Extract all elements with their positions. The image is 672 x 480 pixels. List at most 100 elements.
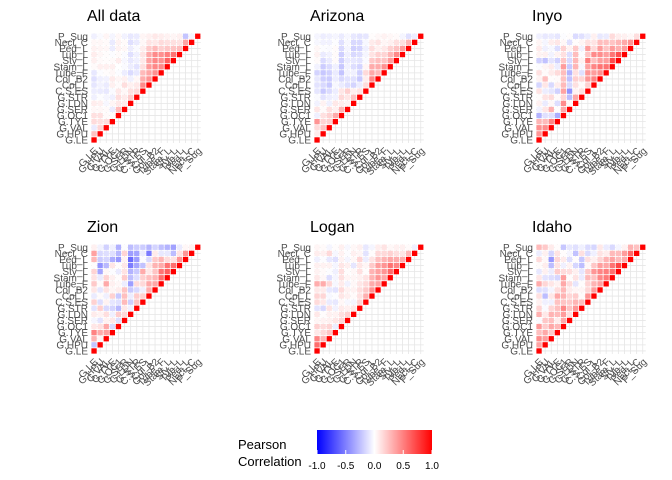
y-tick-label: Tube_F [277,279,311,290]
heatmap-cell [109,82,115,88]
heatmap-cell [548,45,554,52]
heatmap-cell [152,256,158,263]
heatmap-cell [566,275,573,281]
y-tick-label: Col_L [62,81,89,92]
y-tick-label: Stam_L [277,273,312,284]
heatmap-cell [320,299,326,305]
heatmap-cell [399,256,406,263]
heatmap-cell [332,323,338,330]
heatmap-cell [128,76,134,82]
heatmap-cell [134,269,140,275]
heatmap-cell [176,51,183,58]
heatmap-cell [164,39,170,45]
heatmap-cell [326,125,332,131]
heatmap-cell [320,100,326,106]
heatmap-cell [363,281,369,287]
heatmap-cell [548,51,554,58]
heatmap-cell [542,39,548,45]
heatmap-cell [128,281,134,287]
heatmap-cell [554,88,560,94]
heatmap-cell [121,88,128,94]
heatmap-cell [332,82,338,88]
heatmap-cell [314,262,320,269]
heatmap-cell [560,51,567,58]
y-tick-label: Sty_L [507,267,533,278]
heatmap-cell [573,58,579,64]
y-tick-label: Ped_L [504,255,533,266]
y-tick-label: Ped_L [504,44,533,55]
y-tick-label: G.LDN [280,310,311,321]
heatmap-cell [326,287,332,293]
heatmap-cell [128,39,134,45]
heatmap-cell [134,45,140,52]
heatmap-cell [351,39,357,45]
heatmap-cell [393,256,399,263]
heatmap-cell [314,70,320,76]
y-tick-label: G.HPU [279,340,311,351]
heatmap-cell [597,33,603,39]
heatmap-cell [314,137,320,143]
heatmap-cell [103,51,109,58]
heatmap-cell [363,287,369,293]
heatmap-cell [579,256,585,263]
legend-title-line-1: Pearson [238,437,286,452]
heatmap-cell [357,94,363,100]
heatmap-cell [542,106,548,113]
y-tick-label: Stam_L [54,273,89,284]
heatmap-cell [97,119,103,125]
heatmap-cell [542,250,548,256]
heatmap-cell [91,348,97,354]
heatmap-cell [554,311,560,317]
heatmap-cell [320,275,326,281]
heatmap-cell [97,317,103,324]
y-tick-label: Sty_L [62,267,88,278]
heatmap-cell [115,262,122,269]
heatmap-cell [314,348,320,354]
heatmap-cell [579,287,585,293]
panel-logan: Logan P_SugNect_CPed_LTub_LSty_LStam_LTub… [277,219,428,389]
heatmap-cell [363,33,369,39]
heatmap-cell [115,112,122,119]
heatmap-cell [357,275,363,281]
heatmap-cell [381,281,387,287]
heatmap-cell [320,82,326,88]
heatmap-cell [103,64,109,70]
heatmap-cell [338,287,345,293]
heatmap-cell [548,305,554,311]
heatmap-cell [542,94,548,100]
heatmap-cell [320,250,326,256]
heatmap-cell [158,33,164,39]
heatmap-cell [597,262,603,269]
heatmap-cell [128,100,134,106]
heatmap-cell [591,244,597,250]
y-tick-label: G.SER [502,316,533,327]
heatmap-cell [542,100,548,106]
heatmap-cell [609,269,615,275]
heatmap-cell [375,39,381,45]
heatmap-cell [579,45,585,52]
heatmap-cell [542,119,548,125]
heatmap-cell [338,311,345,317]
heatmap-cell [363,45,369,52]
heatmap-cell [158,269,164,275]
y-tick-label: Col_B2 [278,285,311,296]
heatmap-cell [91,256,97,263]
heatmap-cell [109,293,115,299]
heatmap-cell [140,269,146,275]
heatmap-cell [573,293,579,299]
heatmap-cell [597,76,603,82]
heatmap-cell [609,275,615,281]
heatmap-cell [314,119,320,125]
heatmap-cell [314,88,320,94]
heatmap-cell [338,82,345,88]
heatmap-cell [320,287,326,293]
heatmap-cell [579,51,585,58]
heatmap-cell [351,45,357,52]
y-tick-label: G.HPU [279,129,311,140]
heatmap-cell [332,244,338,250]
y-tick-label: G.STR [57,304,88,315]
heatmap-cell [158,39,164,45]
heatmap-cell [320,311,326,317]
heatmap-cell [621,256,628,263]
heatmap-cell [109,70,115,76]
